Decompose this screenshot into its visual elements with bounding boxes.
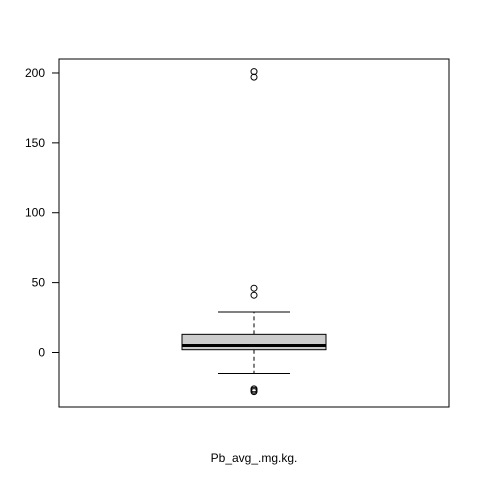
box-group	[181, 311, 327, 374]
y-tick-label: 150	[25, 136, 45, 150]
outlier-point	[250, 291, 258, 299]
outlier-point	[250, 73, 258, 81]
y-tick-label: 200	[25, 66, 45, 80]
y-tick-label: 100	[25, 206, 45, 220]
y-tick-label: 0	[38, 345, 45, 359]
plot-frame	[58, 58, 450, 408]
y-tick-label: 50	[32, 276, 46, 290]
outlier-group	[250, 68, 258, 396]
outlier-point	[250, 284, 258, 292]
y-axis-ticks: 0 50 100 150 200	[25, 66, 59, 359]
x-axis-title: Pb_avg_.mg.kg.	[211, 451, 298, 465]
outlier-point	[250, 388, 258, 396]
iqr-box	[181, 333, 327, 351]
